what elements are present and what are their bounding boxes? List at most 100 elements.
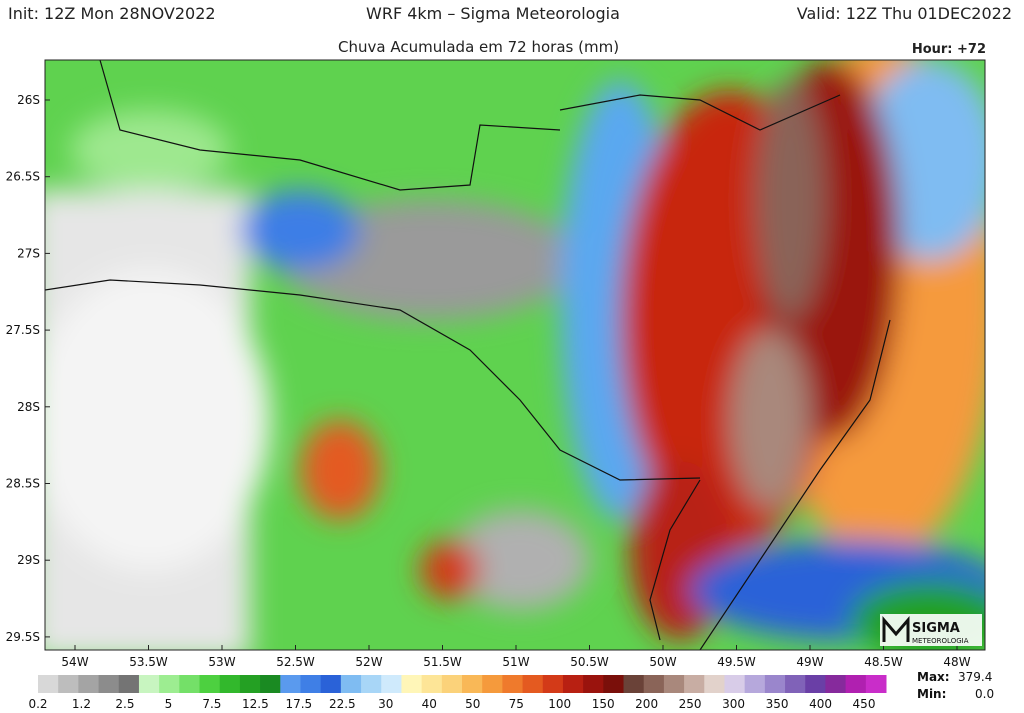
colorbar-label: 400 — [809, 697, 832, 711]
colorbar-box — [361, 675, 382, 693]
colorbar-label: 75 — [509, 697, 524, 711]
colorbar-label: 50 — [465, 697, 480, 711]
colorbar-box — [138, 675, 160, 693]
colorbar-label: 200 — [635, 697, 658, 711]
lat-label: 26S — [17, 93, 40, 107]
colorbar-box — [38, 675, 59, 693]
colorbar-box — [219, 675, 241, 693]
colorbar-box — [260, 675, 281, 693]
lon-label: 53.5W — [129, 655, 168, 669]
colorbar-box — [239, 675, 261, 693]
lat-label: 28S — [17, 400, 40, 414]
colorbar-box — [785, 675, 806, 693]
lon-label: 49W — [796, 655, 823, 669]
init-time: Init: 12Z Mon 28NOV2022 — [8, 4, 216, 23]
lon-label: 51W — [502, 655, 529, 669]
lon-label: 48W — [943, 655, 970, 669]
lat-label: 26.5S — [6, 170, 40, 184]
colorbar-box — [522, 675, 544, 693]
colorbar-label: 350 — [766, 697, 789, 711]
colorbar-box — [98, 675, 120, 693]
colorbar-box — [482, 675, 503, 693]
colorbar-box — [724, 675, 746, 693]
lon-label: 49.5W — [717, 655, 756, 669]
colorbar-box — [562, 675, 584, 693]
colorbar-box — [320, 675, 342, 693]
lat-label: 27.5S — [6, 323, 40, 337]
lon-label: 48.5W — [864, 655, 903, 669]
colorbar-box — [542, 675, 564, 693]
lat-label: 28.5S — [6, 477, 40, 491]
colorbar-box — [805, 675, 826, 693]
logo-sub: METEOROLOGIA — [912, 637, 969, 645]
valid-time: Valid: 12Z Thu 01DEC2022 — [796, 4, 1012, 23]
colorbar-label: 1.2 — [72, 697, 91, 711]
colorbar-box — [764, 675, 786, 693]
colorbar: 0.2 1.2 2.5 5 7.5 12.5 17.5 22.5 30 40 50 75 100 150 2… — [28, 675, 887, 711]
lon-label: 51.5W — [423, 655, 462, 669]
colorbar-label: 17.5 — [285, 697, 312, 711]
lon-label: 50.5W — [570, 655, 609, 669]
hour-label: Hour: +72 — [911, 42, 986, 57]
map-subtitle: Chuva Acumulada em 72 horas (mm) — [338, 38, 620, 56]
colorbar-box — [118, 675, 140, 693]
colorbar-label: 150 — [592, 697, 615, 711]
colorbar-box — [300, 675, 322, 693]
lon-label: 54W — [61, 655, 88, 669]
lon-label: 53W — [208, 655, 235, 669]
colorbar-label: 12.5 — [242, 697, 269, 711]
model-name: WRF 4km – Sigma Meteorologia — [366, 4, 620, 23]
colorbar-box — [78, 675, 100, 693]
colorbar-box — [199, 675, 221, 693]
colorbar-label: 0.2 — [28, 697, 47, 711]
colorbar-label: 450 — [853, 697, 876, 711]
colorbar-box — [865, 675, 887, 693]
colorbar-box — [502, 675, 524, 693]
logo-name: SIGMA — [912, 621, 960, 636]
min-label: Min: — [917, 687, 946, 701]
lon-label: 52.5W — [276, 655, 315, 669]
colorbar-box — [663, 675, 685, 693]
colorbar-box — [845, 675, 867, 693]
colorbar-label: 7.5 — [202, 697, 221, 711]
colorbar-label: 250 — [679, 697, 702, 711]
colorbar-box — [704, 675, 725, 693]
colorbar-label: 2.5 — [115, 697, 134, 711]
colorbar-label: 300 — [722, 697, 745, 711]
colorbar-box — [583, 675, 604, 693]
max-label: Max: — [917, 670, 950, 684]
colorbar-label: 30 — [378, 697, 393, 711]
colorbar-label: 40 — [422, 697, 437, 711]
logo: SIGMA METEOROLOGIA — [880, 614, 982, 646]
colorbar-box — [744, 675, 766, 693]
lat-labels: 26S 26.5S 27S 27.5S 28S 28.5S 29S 29.5S — [6, 93, 50, 644]
colorbar-label: 5 — [165, 697, 173, 711]
lon-label: 50W — [649, 655, 676, 669]
colorbar-box — [401, 675, 423, 693]
colorbar-box — [462, 675, 483, 693]
colorbar-box — [159, 675, 180, 693]
colorbar-box — [441, 675, 463, 693]
lat-label: 29S — [17, 553, 40, 567]
colorbar-box — [381, 675, 402, 693]
colorbar-box — [603, 675, 625, 693]
colorbar-label: 100 — [548, 697, 571, 711]
lat-label: 29.5S — [6, 630, 40, 644]
colorbar-box — [179, 675, 201, 693]
colorbar-box — [280, 675, 301, 693]
colorbar-box — [643, 675, 665, 693]
colorbar-box — [684, 675, 705, 693]
colorbar-box — [421, 675, 443, 693]
colorbar-box — [340, 675, 362, 693]
rain-field — [45, 60, 985, 650]
colorbar-box — [58, 675, 79, 693]
lon-label: 52W — [355, 655, 382, 669]
colorbar-box — [623, 675, 645, 693]
min-value: 0.0 — [975, 687, 994, 701]
max-value: 379.4 — [958, 670, 992, 684]
lon-labels: 54W 53.5W 53W 52.5W 52W 51.5W 51W 50.5W 50W 49.5W… — [61, 645, 971, 669]
colorbar-box — [825, 675, 847, 693]
lat-label: 27S — [17, 246, 40, 260]
